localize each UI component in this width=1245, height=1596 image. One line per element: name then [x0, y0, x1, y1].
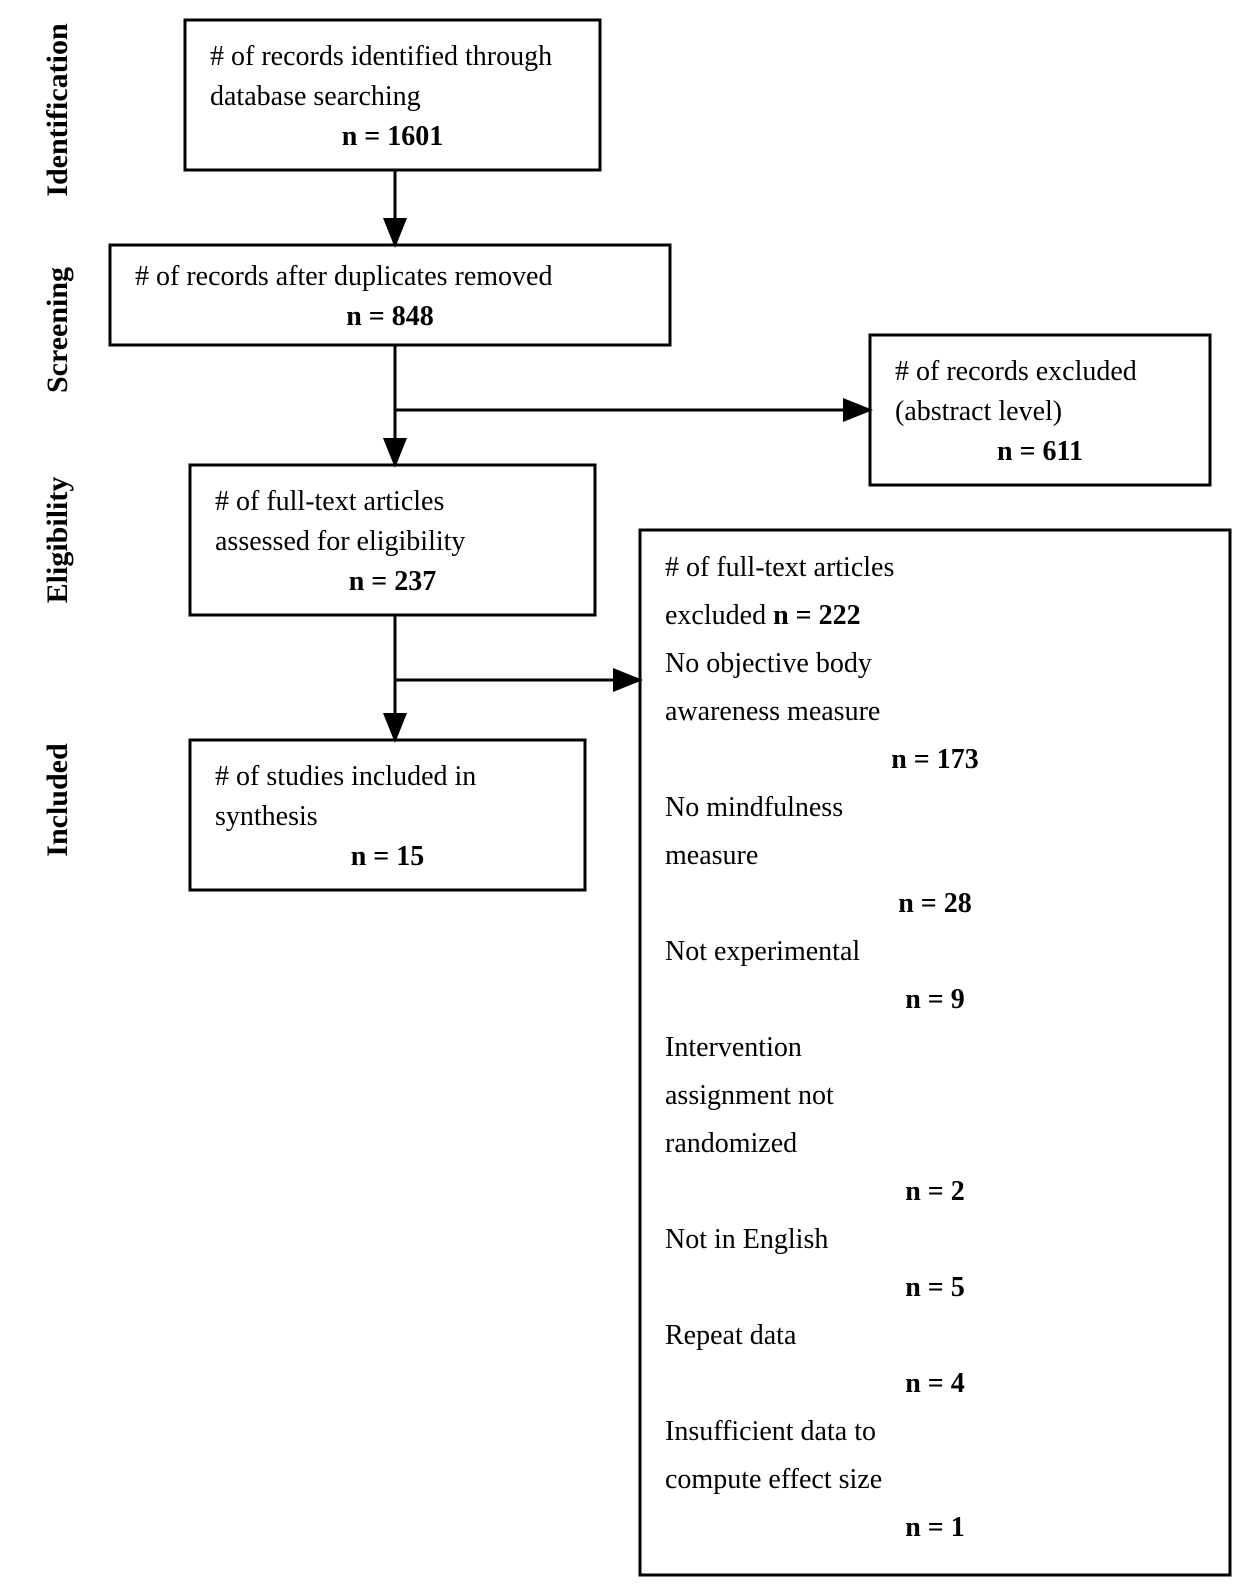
node-text-line: # of records after duplicates removed [135, 261, 552, 292]
node-text-line: n = 2 [905, 1176, 965, 1207]
node-text-line: Repeat data [665, 1320, 797, 1351]
node-text-line: n = 9 [905, 984, 965, 1015]
node-identified: # of records identified through database … [185, 20, 600, 170]
node-excluded_fulltext: # of full-text articles excluded n = 222 N… [640, 530, 1230, 1575]
node-text-line: n = 1 [905, 1512, 965, 1543]
node-text-line: # of studies included in [215, 761, 476, 792]
node-text-line: n = 1601 [342, 121, 444, 152]
node-included_box: # of studies included in synthesis n = 15 [190, 740, 585, 890]
node-text-line: awareness measure [665, 696, 880, 727]
node-after_dup: # of records after duplicates removed n =… [110, 245, 670, 345]
node-text-line: database searching [210, 81, 421, 112]
node-text-line: Intervention [665, 1032, 802, 1063]
node-text-line: n = 5 [905, 1272, 965, 1303]
node-text-line: # of full-text articles [665, 552, 894, 583]
node-text-line: n = 237 [349, 566, 437, 597]
node-text-line: compute effect size [665, 1464, 882, 1495]
node-text-line: assessed for eligibility [215, 526, 465, 557]
node-text-line: n = 611 [997, 436, 1083, 467]
node-text-line: # of records identified through [210, 41, 552, 72]
stage-label-screening: Screening [41, 267, 74, 393]
node-text-line: Not experimental [665, 936, 860, 967]
node-text-line: measure [665, 840, 758, 871]
node-text-line: assignment not [665, 1080, 834, 1111]
node-text-line: Not in English [665, 1224, 828, 1255]
node-text-line: n = 28 [898, 888, 972, 919]
node-fulltext: # of full-text articles assessed for elig… [190, 465, 595, 615]
node-excluded_abstract: # of records excluded (abstract level) n =… [870, 335, 1210, 485]
node-text-line: (abstract level) [895, 396, 1062, 427]
stage-label-eligibility: Eligibility [41, 477, 74, 604]
node-text-line: No objective body [665, 648, 872, 679]
node-text-line: # of records excluded [895, 356, 1137, 387]
node-text-line: excluded n = 222 [665, 600, 861, 631]
node-text-line: Insufficient data to [665, 1416, 876, 1447]
node-text-line: randomized [665, 1128, 797, 1159]
node-text-line: # of full-text articles [215, 486, 444, 517]
node-text-line: synthesis [215, 801, 318, 832]
stage-label-identification: Identification [41, 23, 74, 197]
node-text-line: n = 848 [346, 301, 434, 332]
node-text-line: n = 173 [891, 744, 979, 775]
node-text-line: No mindfulness [665, 792, 843, 823]
stage-label-included: Included [41, 743, 74, 857]
node-text-line: n = 4 [905, 1368, 965, 1399]
node-text-line: n = 15 [351, 841, 425, 872]
